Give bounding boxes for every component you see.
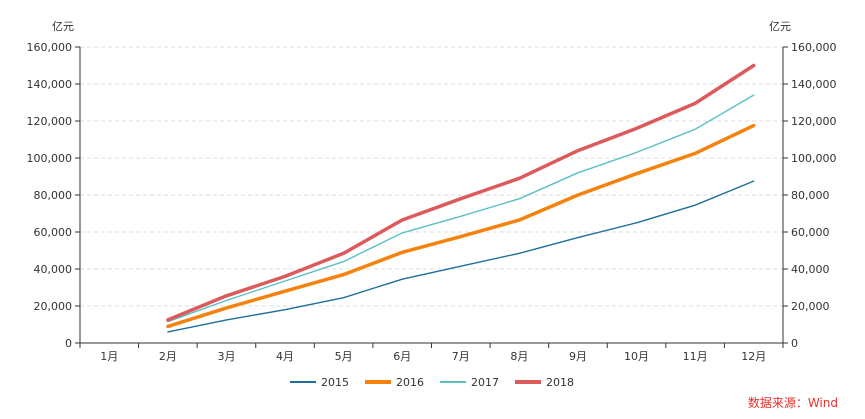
left-y-tick-labels: 0 20,000 40,000 60,000 80,000 100,000 120,000 1…	[27, 41, 73, 350]
left-y-tick-label: 40,000	[34, 263, 73, 276]
left-y-tick-label: 60,000	[34, 226, 73, 239]
right-y-tick-label: 120,000	[791, 115, 837, 128]
right-y-tick-label: 100,000	[791, 152, 837, 165]
x-tick-label: 3月	[217, 350, 235, 363]
left-y-tick-label: 140,000	[27, 78, 73, 91]
x-tick-label: 5月	[335, 350, 353, 363]
right-y-tick-labels: 0 20,000 40,000 60,000 80,000 100,000 120,000 1…	[791, 41, 837, 350]
x-tick-labels: 1月 2月 3月 4月 5月 6月 7月 8月 9月 10月 11月 12月	[100, 350, 766, 363]
left-y-tick-label: 160,000	[27, 41, 73, 54]
x-tick-label: 4月	[276, 350, 294, 363]
x-tick-label: 11月	[683, 350, 708, 363]
right-y-tick-label: 160,000	[791, 41, 837, 54]
left-y-tick-label: 0	[65, 337, 72, 350]
series-line-2017	[167, 94, 755, 323]
legend-label: 2016	[396, 376, 424, 389]
right-y-tick-label: 20,000	[791, 300, 830, 313]
series-lines	[166, 63, 756, 333]
x-tick-label: 1月	[100, 350, 118, 363]
right-axis-unit: 亿元	[769, 20, 791, 33]
legend-label: 2015	[321, 376, 349, 389]
series-line-2015	[167, 180, 755, 333]
left-axis-unit: 亿元	[52, 20, 74, 33]
left-y-tick-label: 120,000	[27, 115, 73, 128]
legend-item-2016[interactable]: 2016	[365, 376, 424, 389]
x-tick-label: 7月	[452, 350, 470, 363]
source-note: 数据来源：Wind	[748, 395, 838, 410]
right-y-tick-label: 80,000	[791, 189, 830, 202]
right-y-tick-label: 40,000	[791, 263, 830, 276]
grid-lines	[80, 46, 783, 307]
axes	[75, 46, 788, 348]
x-tick-label: 2月	[159, 350, 177, 363]
left-y-tick-label: 100,000	[27, 152, 73, 165]
right-y-tick-label: 60,000	[791, 226, 830, 239]
x-tick-label: 10月	[624, 350, 649, 363]
legend-item-2015[interactable]: 2015	[290, 376, 349, 389]
legend-label: 2017	[471, 376, 499, 389]
legend-item-2018[interactable]: 2018	[515, 376, 574, 389]
right-y-tick-label: 0	[791, 337, 798, 350]
x-tick-label: 6月	[393, 350, 411, 363]
left-y-tick-label: 20,000	[34, 300, 73, 313]
x-tick-label: 8月	[510, 350, 528, 363]
legend-label: 2018	[546, 376, 574, 389]
legend-item-2017[interactable]: 2017	[440, 376, 499, 389]
left-y-tick-label: 80,000	[34, 189, 73, 202]
series-line-2016	[166, 123, 756, 329]
x-tick-label: 9月	[569, 350, 587, 363]
right-y-tick-label: 140,000	[791, 78, 837, 91]
legend[interactable]: 2015 2016 2017 2018	[290, 376, 574, 389]
series-line-2018	[166, 63, 756, 322]
x-tick-label: 12月	[741, 350, 766, 363]
